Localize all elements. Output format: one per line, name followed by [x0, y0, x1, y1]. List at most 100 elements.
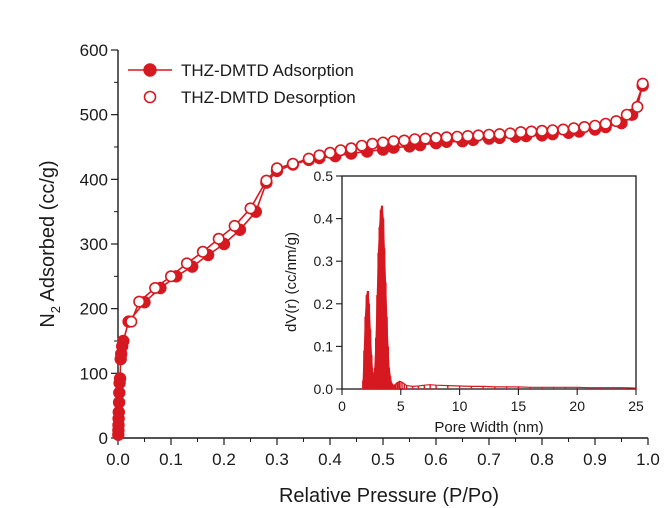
desorption-point — [376, 136, 389, 149]
desorption-point — [149, 281, 162, 294]
legend-adsorption-label: THZ-DMTD Adsorption — [181, 61, 354, 80]
inset-x-tick-label: 25 — [628, 398, 644, 414]
desorption-point — [557, 123, 570, 136]
y-axis-title-subscript: 2 — [48, 306, 63, 313]
y-axis-title-n: N — [37, 313, 59, 327]
main-x-tick-label: 0.2 — [212, 450, 236, 469]
desorption-point — [125, 315, 138, 328]
desorption-point — [440, 131, 453, 144]
desorption-point — [472, 129, 485, 142]
main-y-tick-label: 600 — [80, 41, 108, 60]
inset-y-tick-labels: 0.0 0.1 0.2 0.3 0.4 0.5 — [314, 168, 334, 397]
main-x-tick-label: 0.0 — [106, 450, 130, 469]
desorption-point — [599, 117, 612, 130]
inset-x-tick-label: 5 — [397, 398, 405, 414]
desorption-point — [504, 127, 517, 140]
desorption-point — [355, 139, 368, 152]
desorption-point — [387, 135, 400, 148]
inset-x-tick-label: 0 — [338, 398, 346, 414]
main-y-tick-label: 0 — [99, 429, 108, 448]
desorption-point — [302, 152, 315, 165]
desorption-point — [620, 108, 633, 121]
adsorption-point — [117, 334, 130, 348]
desorption-point — [196, 245, 209, 258]
desorption-point — [546, 124, 559, 137]
inset-y-tick-label: 0.0 — [314, 381, 334, 397]
inset-y-axis-title: dV(r) (cc/nm/g) — [283, 232, 300, 332]
x-axis-title: Relative Pressure (P/Po) — [279, 485, 499, 507]
legend-desorption-marker — [143, 90, 157, 104]
y-axis-title-rest: Adsorbed (cc/g) — [37, 160, 59, 306]
main-x-tick-label: 1.0 — [636, 450, 660, 469]
desorption-point — [212, 232, 225, 245]
inset-x-tick-label: 15 — [511, 398, 527, 414]
desorption-point — [631, 100, 644, 113]
main-x-tick-label: 0.8 — [530, 450, 554, 469]
inset-axes — [336, 175, 637, 395]
main-y-tick-label: 300 — [80, 235, 108, 254]
main-x-tick-labels: 0.0 0.1 0.2 0.3 0.4 0.5 0.6 0.7 0.8 0.9 1.0 — [106, 450, 660, 469]
main-x-tick-label: 0.5 — [371, 450, 395, 469]
inset-x-tick-label: 20 — [569, 398, 585, 414]
inset-x-axis-title: Pore Width (nm) — [434, 419, 543, 436]
y-axis-title: N2 Adsorbed (cc/g) — [37, 160, 63, 327]
main-y-tick-label: 400 — [80, 170, 108, 189]
main-x-tick-label: 0.3 — [265, 450, 289, 469]
main-x-tick-label: 0.4 — [318, 450, 342, 469]
main-y-tick-labels: 0 100 200 300 400 500 600 — [80, 41, 108, 448]
desorption-point — [514, 126, 527, 139]
desorption-point — [451, 130, 464, 143]
pore-size-inset: 0 5 10 15 20 25 0.0 0.1 0.2 0.3 0.4 0.5 Pore Width… — [283, 168, 644, 436]
desorption-point — [482, 128, 495, 141]
legend-desorption-label: THZ-DMTD Desorption — [181, 88, 356, 107]
main-x-tick-label: 0.9 — [583, 450, 607, 469]
adsorption-point — [113, 372, 127, 385]
desorption-point — [180, 257, 193, 270]
legend: THZ-DMTD Adsorption THZ-DMTD Desorption — [128, 61, 356, 107]
main-x-tick-label: 0.7 — [477, 450, 501, 469]
desorption-point — [408, 133, 421, 146]
desorption-point — [286, 157, 299, 170]
inset-distribution-outline — [362, 205, 637, 389]
inset-x-tick-labels: 0 5 10 15 20 25 — [338, 398, 644, 414]
desorption-point — [133, 295, 146, 308]
main-x-tick-label: 0.1 — [159, 450, 183, 469]
desorption-point — [535, 124, 548, 137]
inset-y-tick-label: 0.4 — [314, 211, 334, 227]
desorption-point — [366, 137, 379, 150]
desorption-point — [398, 134, 411, 147]
desorption-point — [461, 130, 474, 143]
desorption-point — [525, 125, 538, 138]
desorption-point — [323, 146, 336, 159]
inset-y-tick-label: 0.3 — [314, 253, 334, 269]
desorption-point — [567, 122, 580, 135]
desorption-point — [419, 132, 432, 145]
inset-background — [341, 175, 637, 390]
desorption-series-points — [125, 77, 649, 328]
desorption-point — [636, 77, 649, 90]
desorption-point — [610, 115, 623, 128]
inset-x-tick-label: 10 — [452, 398, 468, 414]
desorption-point — [165, 270, 178, 283]
desorption-point — [270, 162, 283, 175]
desorption-point — [493, 128, 506, 141]
desorption-point — [588, 119, 601, 132]
main-y-tick-label: 200 — [80, 300, 108, 319]
desorption-point — [244, 202, 257, 215]
desorption-point — [260, 174, 273, 187]
desorption-point — [313, 149, 326, 162]
desorption-point — [429, 131, 442, 144]
main-x-tick-label: 0.6 — [424, 450, 448, 469]
inset-y-tick-label: 0.2 — [314, 296, 334, 312]
desorption-point — [228, 219, 241, 232]
inset-y-tick-label: 0.5 — [314, 168, 334, 184]
desorption-point — [345, 142, 358, 155]
legend-adsorption-marker — [143, 63, 157, 77]
desorption-point — [578, 121, 591, 134]
main-y-tick-label: 500 — [80, 106, 108, 125]
desorption-point — [334, 144, 347, 157]
inset-y-tick-label: 0.1 — [314, 338, 334, 354]
inset-bars — [362, 205, 637, 389]
